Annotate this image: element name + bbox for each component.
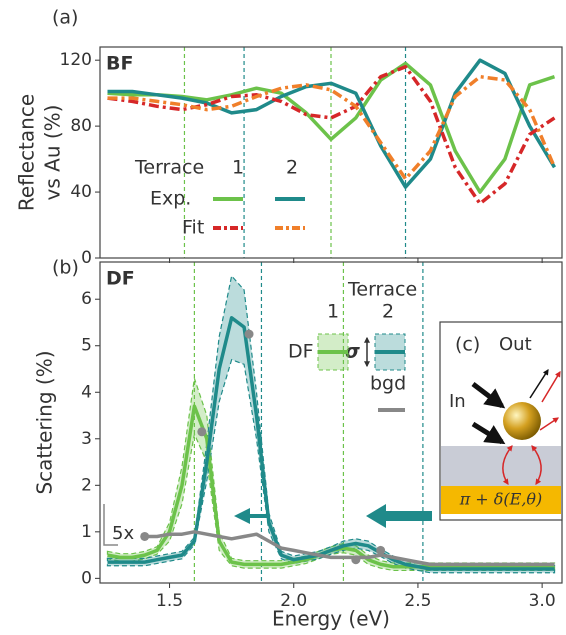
y-tick-label: 5: [81, 336, 92, 356]
x-tick-label: 2.5: [404, 591, 431, 611]
legend-column: 2: [286, 157, 298, 179]
incident-arrow: [471, 382, 506, 409]
inset-label: (c): [455, 334, 480, 356]
nanoparticle: [503, 402, 541, 440]
series-line: [144, 530, 555, 567]
panel-tag: BF: [106, 53, 133, 75]
incident-arrow: [471, 421, 506, 445]
shift-arrow: [234, 508, 268, 524]
sigma-band: [106, 274, 556, 574]
note-arrow: [103, 504, 118, 546]
y-tick-label: 3: [81, 429, 92, 449]
y-axis-label: Reflectance: [15, 94, 39, 211]
series-line: [107, 316, 555, 571]
shift-arrow: [366, 504, 432, 528]
y-tick-label: 2: [81, 475, 92, 495]
y-tick-label: 80: [70, 116, 92, 136]
legend-row: Fit: [182, 217, 204, 239]
coupling-arrow: [502, 445, 513, 485]
interface-bar: [441, 486, 561, 514]
out-arrow: [541, 370, 561, 403]
panel-tag: DF: [106, 268, 135, 290]
series-line: [107, 58, 556, 189]
plot-frame: [99, 46, 563, 259]
legend-sigma: σ: [345, 341, 360, 363]
y-tick-label: 6: [81, 289, 92, 309]
legend-column: 2: [382, 301, 394, 323]
marker-dot: [244, 329, 254, 339]
marker-dot: [140, 531, 150, 541]
y-tick-label: 4: [81, 382, 92, 402]
inset-in: In: [449, 391, 466, 412]
marker-dot: [376, 545, 386, 555]
plot-area: [106, 262, 556, 583]
legend-title: Terrace: [347, 279, 417, 301]
scale-note: 5x: [112, 523, 134, 544]
legend-row: Exp.: [150, 188, 191, 210]
y-tick-label: 0: [81, 568, 92, 588]
legend-row: bgd: [370, 373, 406, 395]
legend-column: 1: [327, 301, 339, 323]
y-tick-label: 120: [60, 50, 92, 70]
out-arrow: [529, 368, 549, 399]
legend-row: DF: [288, 341, 314, 363]
out-arrow: [539, 417, 559, 431]
y-tick-label: 0: [81, 248, 92, 268]
panel-label: (b): [52, 257, 79, 279]
y-axis-label: Scattering (%): [33, 350, 57, 494]
marker-dot: [351, 555, 361, 565]
panel-label: (a): [52, 7, 78, 29]
marker-dot: [197, 427, 207, 437]
x-axis-label: Energy (eV): [272, 607, 390, 631]
inset-out: Out: [499, 334, 532, 355]
y-axis-label: vs Au (%): [41, 105, 65, 201]
y-tick-label: 40: [70, 182, 92, 202]
coupling-arrow: [531, 445, 542, 485]
x-tick-label: 3.0: [529, 591, 556, 611]
legend-title: Terrace: [134, 157, 204, 179]
legend-column: 1: [232, 157, 244, 179]
y-tick-label: 1: [81, 522, 92, 542]
x-tick-label: 2.0: [280, 591, 307, 611]
plot-area: [107, 47, 557, 258]
x-tick-label: 1.5: [156, 591, 183, 611]
inset-formula: π + δ(E,θ): [459, 490, 543, 509]
substrate: [441, 446, 561, 486]
